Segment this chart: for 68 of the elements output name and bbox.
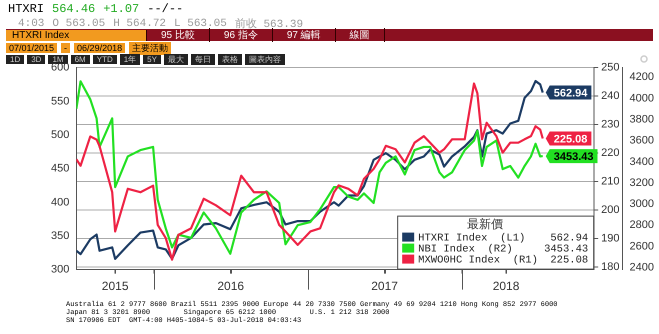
y3-tick-label: 3800 bbox=[630, 113, 654, 126]
data-label: 562.94 bbox=[554, 88, 588, 100]
text: 4:03 bbox=[18, 18, 44, 30]
data-label: 225.08 bbox=[554, 134, 588, 146]
text: 06/29/2018 bbox=[74, 43, 126, 53]
text: 圖表內容 bbox=[244, 54, 285, 65]
text: H 564.72 bbox=[113, 18, 166, 30]
text: O 563.05 bbox=[52, 18, 106, 30]
y3-tick-label: 3400 bbox=[630, 156, 654, 168]
y3-tick-label: 2400 bbox=[630, 262, 654, 274]
text: - bbox=[61, 43, 70, 53]
y3-tick-label: 4000 bbox=[630, 92, 654, 104]
y2-tick-label: 190 bbox=[601, 232, 620, 244]
text: 1D bbox=[6, 55, 24, 64]
x-tick-label: 2017 bbox=[371, 279, 398, 294]
y3-tick-label: 2800 bbox=[630, 219, 654, 232]
text: 3D bbox=[27, 55, 46, 64]
text: 1年 bbox=[120, 54, 140, 65]
text: 前收 563.39 bbox=[234, 17, 304, 31]
y3-tick-label: 3200 bbox=[630, 176, 654, 189]
text: --/-- bbox=[147, 2, 184, 16]
text: HTXRI bbox=[8, 2, 44, 16]
text: 主要活動 bbox=[129, 42, 172, 54]
y-tick-label: 450 bbox=[50, 162, 70, 175]
y2-tick-label: 210 bbox=[601, 175, 620, 188]
text: 1M bbox=[48, 55, 68, 64]
text: 564.46 bbox=[52, 2, 96, 16]
text: 97 編輯 bbox=[280, 28, 336, 42]
text: L 563.05 bbox=[174, 18, 227, 30]
text: 95 比較 bbox=[155, 28, 210, 42]
text: 線圖 bbox=[344, 28, 385, 42]
y-tick-label: 400 bbox=[50, 196, 70, 208]
y3-tick-label: 3000 bbox=[630, 198, 654, 210]
x-tick-label: 2016 bbox=[217, 279, 244, 294]
x-tick-label: 2015 bbox=[102, 279, 129, 294]
y2-tick-label: 180 bbox=[601, 260, 620, 273]
y-tick-label: 600 bbox=[50, 62, 70, 74]
annotation: 225.08 bbox=[550, 254, 588, 266]
y2-tick-label: 200 bbox=[601, 204, 620, 216]
legend-label: MXWO0HC Index (R1) bbox=[418, 254, 538, 266]
y3-tick-label: 3600 bbox=[630, 134, 654, 147]
annotation: 562.94 bbox=[550, 232, 588, 244]
y2-tick-label: 230 bbox=[601, 118, 620, 131]
text: 96 指令 bbox=[218, 28, 273, 42]
annotation: 3453.43 bbox=[544, 243, 588, 256]
data-label: 3453.43 bbox=[554, 151, 594, 164]
text: HTXRI Index bbox=[6, 30, 147, 40]
text: +1.07 bbox=[103, 2, 140, 16]
y2-tick-label: 240 bbox=[601, 90, 620, 102]
legend-label: NBI Index (R2) bbox=[418, 243, 513, 256]
text: 表格 bbox=[218, 54, 242, 65]
text: 07/01/2015 bbox=[6, 43, 58, 53]
text: 5Y bbox=[143, 55, 161, 64]
text: 6M bbox=[70, 55, 90, 64]
x-tick-label: 2018 bbox=[492, 279, 520, 294]
text: YTD bbox=[92, 55, 117, 64]
text: 最大 bbox=[164, 54, 188, 65]
y3-tick-label: 4200 bbox=[630, 71, 654, 84]
y-tick-label: 550 bbox=[50, 95, 70, 108]
y2-tick-label: 220 bbox=[601, 146, 620, 159]
y-tick-label: 350 bbox=[50, 230, 70, 242]
y-tick-label: 500 bbox=[50, 128, 70, 141]
legend-title: 最新價 bbox=[467, 216, 504, 231]
legend-label: HTXRI Index (L1) bbox=[418, 232, 526, 244]
y-tick-label: 300 bbox=[50, 264, 70, 276]
y3-tick-label: 2600 bbox=[630, 240, 654, 252]
text: 每日 bbox=[190, 54, 215, 65]
y2-tick-label: 250 bbox=[601, 62, 620, 74]
